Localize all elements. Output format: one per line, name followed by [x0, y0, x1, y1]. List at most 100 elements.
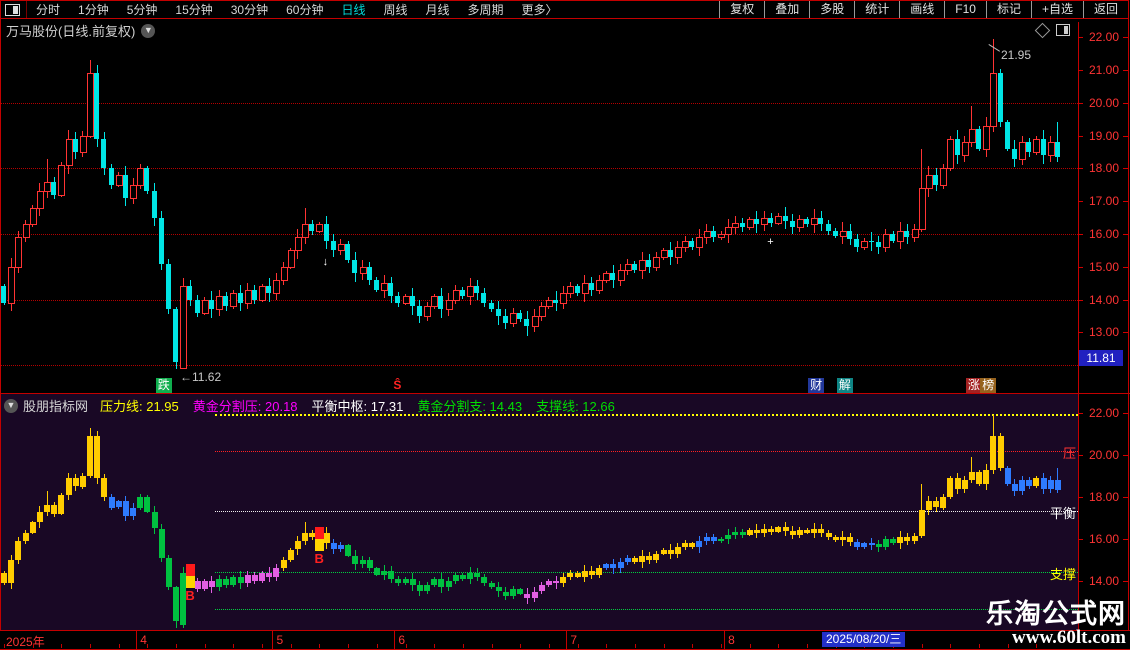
menu-item-period[interactable]: 月线 [425, 2, 450, 17]
indicator-level-line [215, 609, 1078, 611]
indicator-candle [130, 507, 137, 516]
menu-item-tool[interactable]: 画线 [899, 1, 944, 18]
event-badge[interactable]: Ŝ [393, 378, 402, 392]
menu-item-period[interactable]: 1分钟 [78, 2, 109, 17]
event-badge[interactable]: 涨 [965, 378, 982, 393]
candle [804, 219, 810, 225]
menu-item-period[interactable]: 更多〉 [521, 2, 558, 17]
window-border-left [0, 0, 1, 650]
candle [173, 309, 179, 362]
candle [438, 296, 444, 310]
indicator-candle [789, 530, 796, 535]
indicator-candle [510, 589, 517, 596]
candle [144, 168, 150, 192]
event-badge[interactable]: 解 [836, 378, 853, 393]
indicator-candle [968, 471, 975, 481]
diamond-icon[interactable] [1034, 22, 1051, 38]
indicator-stat: 黄金分割压: 20.18 [192, 399, 298, 414]
candle [1019, 142, 1027, 160]
menu-item-tool[interactable]: 叠加 [764, 1, 809, 18]
candle [882, 234, 890, 249]
candle [603, 273, 611, 281]
indicator-source[interactable]: ▼ 股朋指标网 [4, 396, 88, 415]
indicator-candle [409, 578, 416, 586]
indicator-candle [22, 532, 29, 542]
indicator-candle [653, 553, 660, 560]
menu-item-tool[interactable]: 标记 [985, 1, 1031, 18]
candle [302, 224, 310, 239]
menu-item-tool[interactable]: 返回 [1082, 1, 1128, 18]
event-badge[interactable]: 榜 [980, 378, 997, 393]
chevron-down-icon[interactable]: ▼ [141, 23, 156, 38]
menu-item-period[interactable]: 30分钟 [230, 2, 269, 17]
axis-tick [1123, 539, 1128, 540]
candle [452, 289, 460, 301]
axis-tick [1123, 299, 1128, 301]
indicator-candle [266, 572, 273, 577]
candle [976, 129, 982, 149]
indicator-candle [65, 478, 72, 495]
candle [925, 174, 933, 190]
top-menu-bar: 分时 1分钟 5分钟 15分钟 30分钟 60分钟 日线 周线 月线 多周期 更多〉 复权 叠加 多股统… [0, 0, 1128, 19]
candle-wick [971, 106, 973, 147]
candle [1033, 138, 1041, 153]
watermark-site-name: 乐淘公式网 [986, 598, 1126, 629]
menu-item-period[interactable]: 5分钟 [126, 2, 158, 17]
event-badge[interactable]: 财 [808, 378, 825, 393]
axis-tick [1123, 168, 1128, 170]
menu-item-tool[interactable]: 复权 [719, 1, 764, 18]
axis-price-label: 18.00 [1088, 490, 1120, 504]
candle [940, 168, 948, 186]
indicator-candle [323, 532, 330, 544]
candle [674, 247, 682, 258]
indicator-candle [51, 505, 58, 514]
panel-box-icon[interactable] [1056, 24, 1070, 36]
axis-tick [1078, 332, 1083, 334]
candle [861, 240, 869, 249]
time-tick [548, 644, 550, 648]
indicator-candle [502, 591, 509, 596]
menu-item-period[interactable]: 多周期 [467, 2, 504, 17]
layout-toggle-icon[interactable] [5, 3, 20, 16]
event-badge[interactable]: 跌 [155, 378, 172, 393]
indicator-candle [302, 532, 309, 542]
axis-tick [1078, 102, 1083, 104]
candle [244, 289, 252, 304]
indicator-candle [581, 570, 588, 577]
menu-item-period[interactable]: 周线 [383, 2, 408, 17]
indicator-candle [108, 497, 115, 508]
buy-signal-B: B [185, 588, 195, 604]
indicator-candle [596, 568, 603, 575]
symbol-title[interactable]: 万马股份(日线.前复权) [6, 24, 136, 39]
menu-item-tool[interactable]: +自选 [1030, 1, 1083, 18]
candle [560, 293, 568, 304]
axis-tick [1078, 539, 1083, 540]
indicator-candle [603, 564, 610, 569]
menu-item-period[interactable]: 15分钟 [175, 2, 213, 17]
indicator-header: ▼ 股朋指标网 压力线: 21.95 黄金分割压: 20.18 平衡中枢: 17.3… [4, 396, 615, 415]
menu-item-tool[interactable]: F10 [944, 1, 986, 18]
indicator-candle [201, 581, 208, 590]
candle [890, 234, 896, 241]
indicator-candle [660, 549, 667, 554]
candle [574, 286, 580, 294]
menu-item-period[interactable]: 分时 [36, 2, 61, 17]
indicator-candle [237, 576, 244, 584]
candle [402, 296, 410, 304]
menu-item-period[interactable]: 60分钟 [286, 2, 324, 17]
menu-item-period[interactable]: 日线 [341, 2, 366, 17]
candle [617, 270, 625, 281]
indicator-candle [1054, 480, 1061, 490]
indicator-candle [495, 587, 502, 592]
indicator-candle [954, 478, 961, 489]
indicator-candle [703, 536, 710, 542]
axis-price-label: 20.00 [1088, 448, 1120, 462]
menu-item-tool[interactable]: 多股 [809, 1, 854, 18]
candle [524, 319, 530, 326]
candle [216, 296, 224, 311]
menu-item-tool[interactable]: 统计 [854, 1, 899, 18]
axis-tick [1078, 135, 1083, 137]
indicator-candle [438, 578, 445, 588]
time-tick [90, 644, 92, 648]
indicator-collapse-icon[interactable]: ▼ [4, 398, 18, 413]
